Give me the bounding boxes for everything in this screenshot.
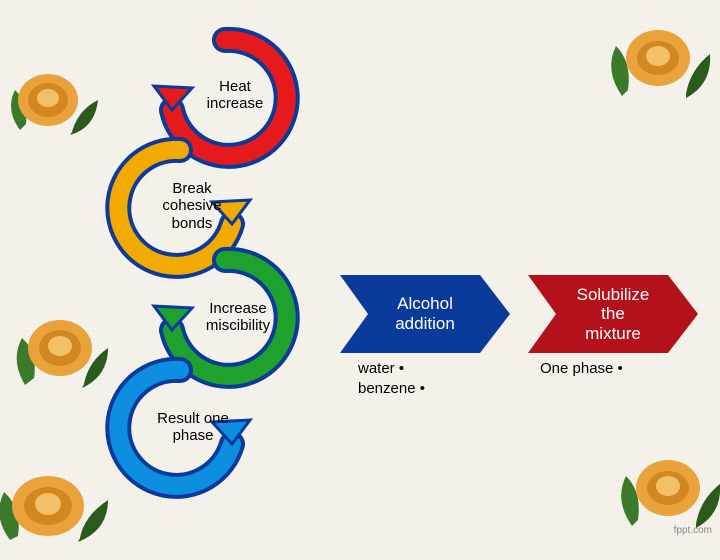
process-flow: Alcoholaddition water • benzene • Solubi… [340, 275, 720, 425]
process-step-0-sub: water • benzene • [358, 359, 425, 400]
process-step-0-sub-0: water • [358, 359, 425, 379]
rose-deco-3 [600, 0, 720, 120]
cycle-label-1: Breakcohesivebonds [142, 180, 242, 232]
process-step-1-sub: One phase • [540, 359, 623, 379]
slide-stage: Heatincrease Breakcohesivebonds Increase… [0, 0, 720, 540]
process-step-0-sub-1: benzene • [358, 379, 425, 399]
process-step-0-label: Alcoholaddition [395, 294, 455, 333]
cycle-label-0: Heatincrease [190, 78, 280, 113]
process-step-1: Solubilizethemixture [528, 275, 698, 353]
process-step-1-sub-0: One phase • [540, 359, 623, 379]
credit-text: fppt.com [674, 525, 712, 536]
cycle-label-3: Result onephase [138, 410, 248, 445]
cycle-label-2: Increasemiscibility [188, 300, 288, 335]
process-step-1-label: Solubilizethemixture [577, 285, 650, 344]
process-step-0: Alcoholaddition [340, 275, 510, 353]
